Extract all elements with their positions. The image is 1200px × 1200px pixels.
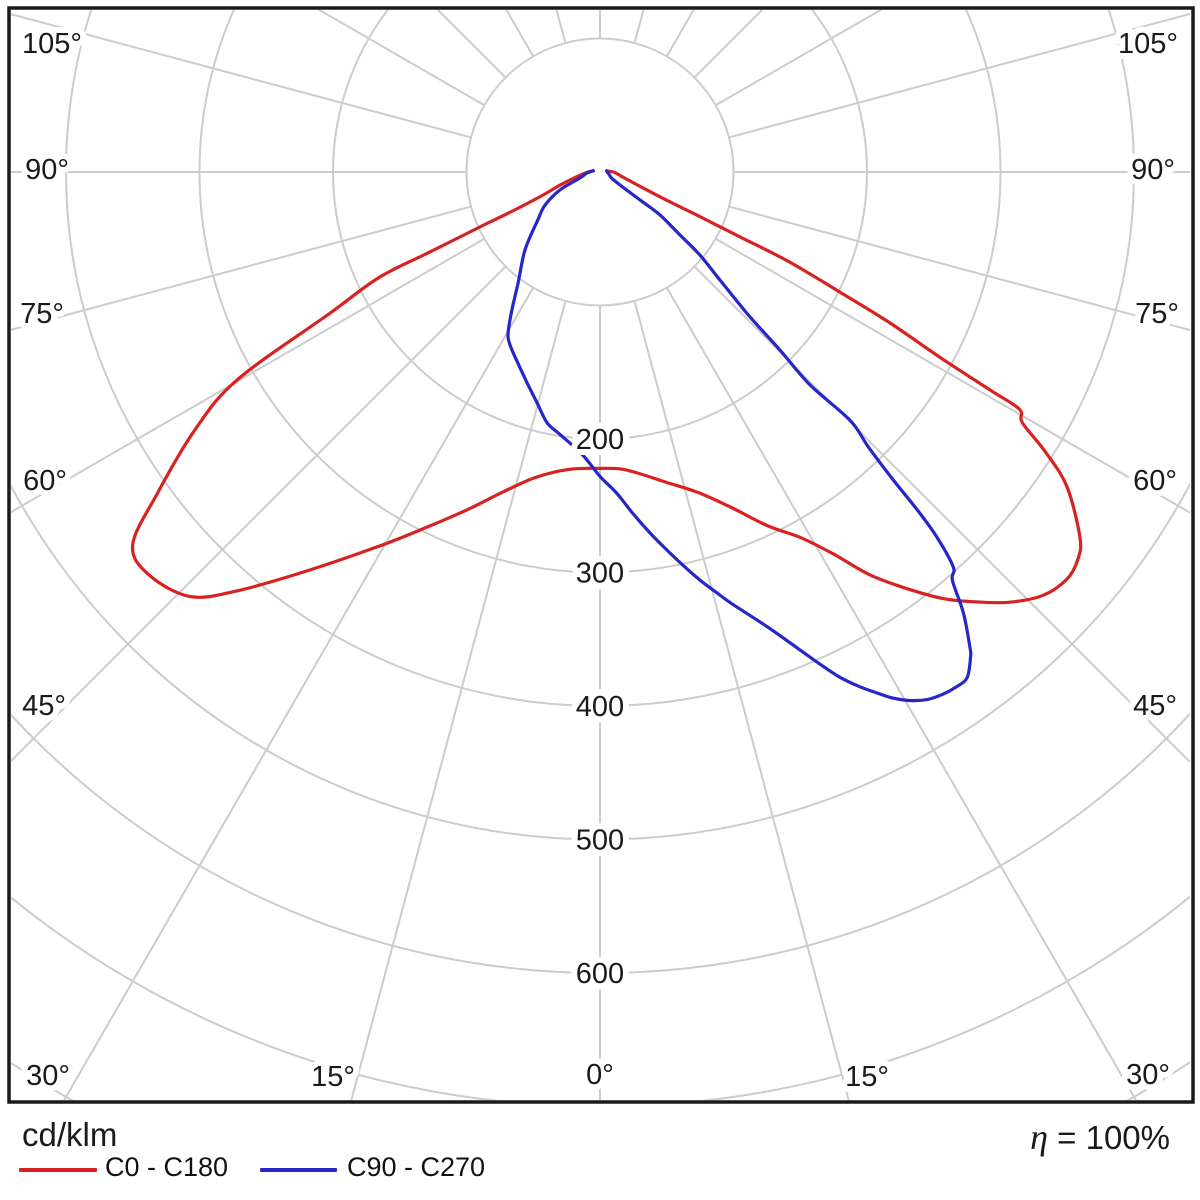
ring-label: 600 bbox=[576, 958, 624, 990]
grid-spoke bbox=[633, 300, 850, 1100]
legend-line-c0-c180 bbox=[19, 1168, 97, 1172]
units-label: cd/klm bbox=[22, 1116, 118, 1153]
angle-label: 105° bbox=[22, 28, 82, 60]
angle-label: 45° bbox=[22, 690, 66, 722]
grid-spoke bbox=[665, 287, 1137, 1100]
angle-label: 75° bbox=[20, 298, 64, 330]
grid-spoke bbox=[715, 237, 1190, 514]
ring-label: 300 bbox=[576, 558, 624, 590]
grid-spoke bbox=[728, 205, 1190, 332]
grid-spoke bbox=[350, 300, 567, 1100]
angle-label: 45° bbox=[1133, 690, 1177, 722]
grid-ring bbox=[465, 37, 735, 307]
angle-label: 75° bbox=[1135, 298, 1179, 330]
angle-label: 90° bbox=[1131, 154, 1175, 186]
chart-frame bbox=[7, 6, 1195, 1104]
efficiency-value: = 100% bbox=[1047, 1119, 1170, 1156]
angle-label: 60° bbox=[23, 465, 67, 497]
ring-label: 400 bbox=[576, 691, 624, 723]
efficiency-label: η = 100% bbox=[1030, 1116, 1170, 1158]
grid-spoke bbox=[63, 287, 535, 1100]
eta-symbol: η bbox=[1030, 1117, 1048, 1157]
grid-spoke bbox=[11, 237, 485, 514]
angle-label: 30° bbox=[1126, 1059, 1170, 1091]
axis-labels: 200 300 400 500 600 105° 90° 75° 60° 45° 30° 105° 90… bbox=[14, 22, 1185, 1099]
grid-spoke bbox=[728, 12, 1190, 139]
angle-label: 15° bbox=[845, 1061, 889, 1093]
ring-label: 200 bbox=[576, 424, 624, 456]
angle-label: 0° bbox=[586, 1059, 614, 1091]
curve-c0-c180 bbox=[130, 169, 1083, 605]
angle-label: 60° bbox=[1133, 465, 1177, 497]
angle-label: 15° bbox=[311, 1061, 355, 1093]
angle-label: 105° bbox=[1118, 28, 1178, 60]
ring-label: 500 bbox=[576, 825, 624, 857]
legend-label-c0-c180: C0 - C180 bbox=[105, 1152, 229, 1182]
grid-spoke bbox=[11, 265, 507, 763]
angle-label: 30° bbox=[26, 1060, 70, 1092]
grid-spoke bbox=[11, 205, 472, 331]
grid-spoke bbox=[11, 13, 472, 139]
grid-spoke bbox=[693, 265, 1190, 764]
legend-line-c90-c270 bbox=[260, 1168, 337, 1172]
curve-c90-c270 bbox=[506, 169, 973, 703]
legend-label-c90-c270: C90 - C270 bbox=[347, 1152, 486, 1182]
angle-label: 90° bbox=[25, 154, 69, 186]
legend: C0 - C180 C90 - C270 bbox=[0, 1150, 1200, 1190]
